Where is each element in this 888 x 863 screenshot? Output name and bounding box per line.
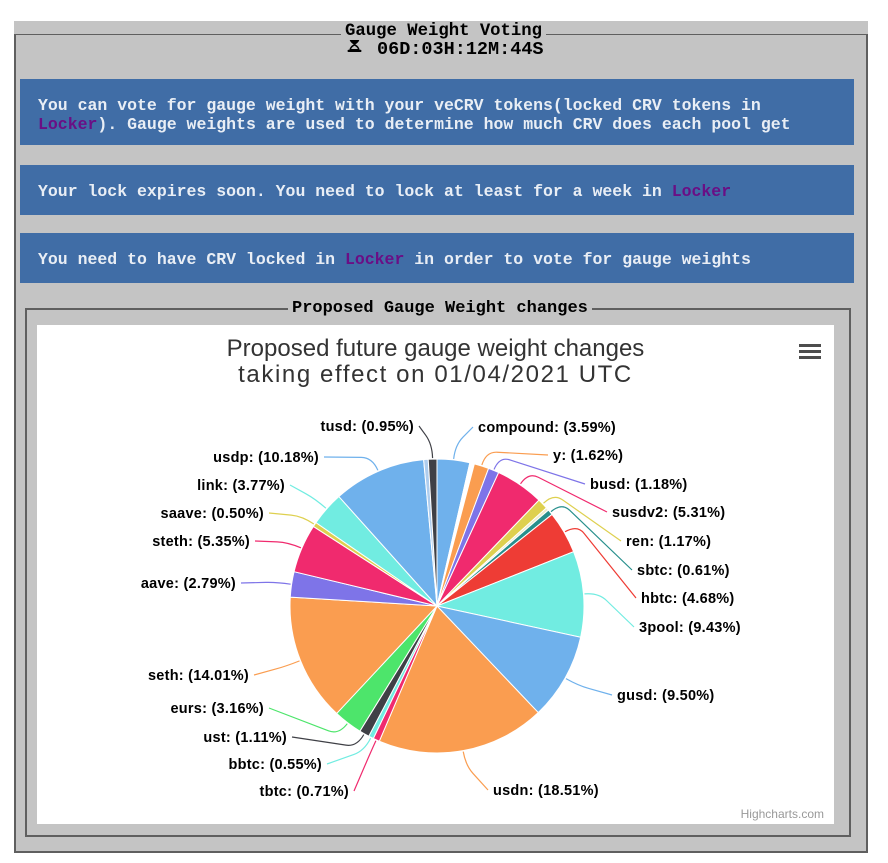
svg-text:tbtc: (0.71%): tbtc: (0.71%) xyxy=(260,784,349,800)
svg-text:y: (1.62%): y: (1.62%) xyxy=(553,448,623,464)
svg-text:ren: (1.17%): ren: (1.17%) xyxy=(626,534,711,550)
svg-text:gusd: (9.50%): gusd: (9.50%) xyxy=(617,688,715,704)
svg-text:compound: (3.59%): compound: (3.59%) xyxy=(478,420,616,436)
svg-text:bbtc: (0.55%): bbtc: (0.55%) xyxy=(229,757,323,773)
svg-text:tusd: (0.95%): tusd: (0.95%) xyxy=(321,419,415,435)
svg-text:3pool: (9.43%): 3pool: (9.43%) xyxy=(639,620,741,636)
svg-text:susdv2: (5.31%): susdv2: (5.31%) xyxy=(612,505,725,521)
svg-text:busd: (1.18%): busd: (1.18%) xyxy=(590,477,688,493)
svg-text:hbtc: (4.68%): hbtc: (4.68%) xyxy=(641,591,735,607)
svg-text:usdp: (10.18%): usdp: (10.18%) xyxy=(213,450,319,466)
svg-text:aave: (2.79%): aave: (2.79%) xyxy=(141,576,236,592)
svg-text:seth: (14.01%): seth: (14.01%) xyxy=(148,668,249,684)
svg-text:usdn: (18.51%): usdn: (18.51%) xyxy=(493,783,599,799)
svg-text:eurs: (3.16%): eurs: (3.16%) xyxy=(170,701,264,717)
svg-text:steth: (5.35%): steth: (5.35%) xyxy=(152,534,250,550)
svg-text:saave: (0.50%): saave: (0.50%) xyxy=(161,506,264,522)
svg-text:ust: (1.11%): ust: (1.11%) xyxy=(203,730,287,746)
svg-text:link: (3.77%): link: (3.77%) xyxy=(197,478,285,494)
svg-text:sbtc: (0.61%): sbtc: (0.61%) xyxy=(637,563,730,579)
